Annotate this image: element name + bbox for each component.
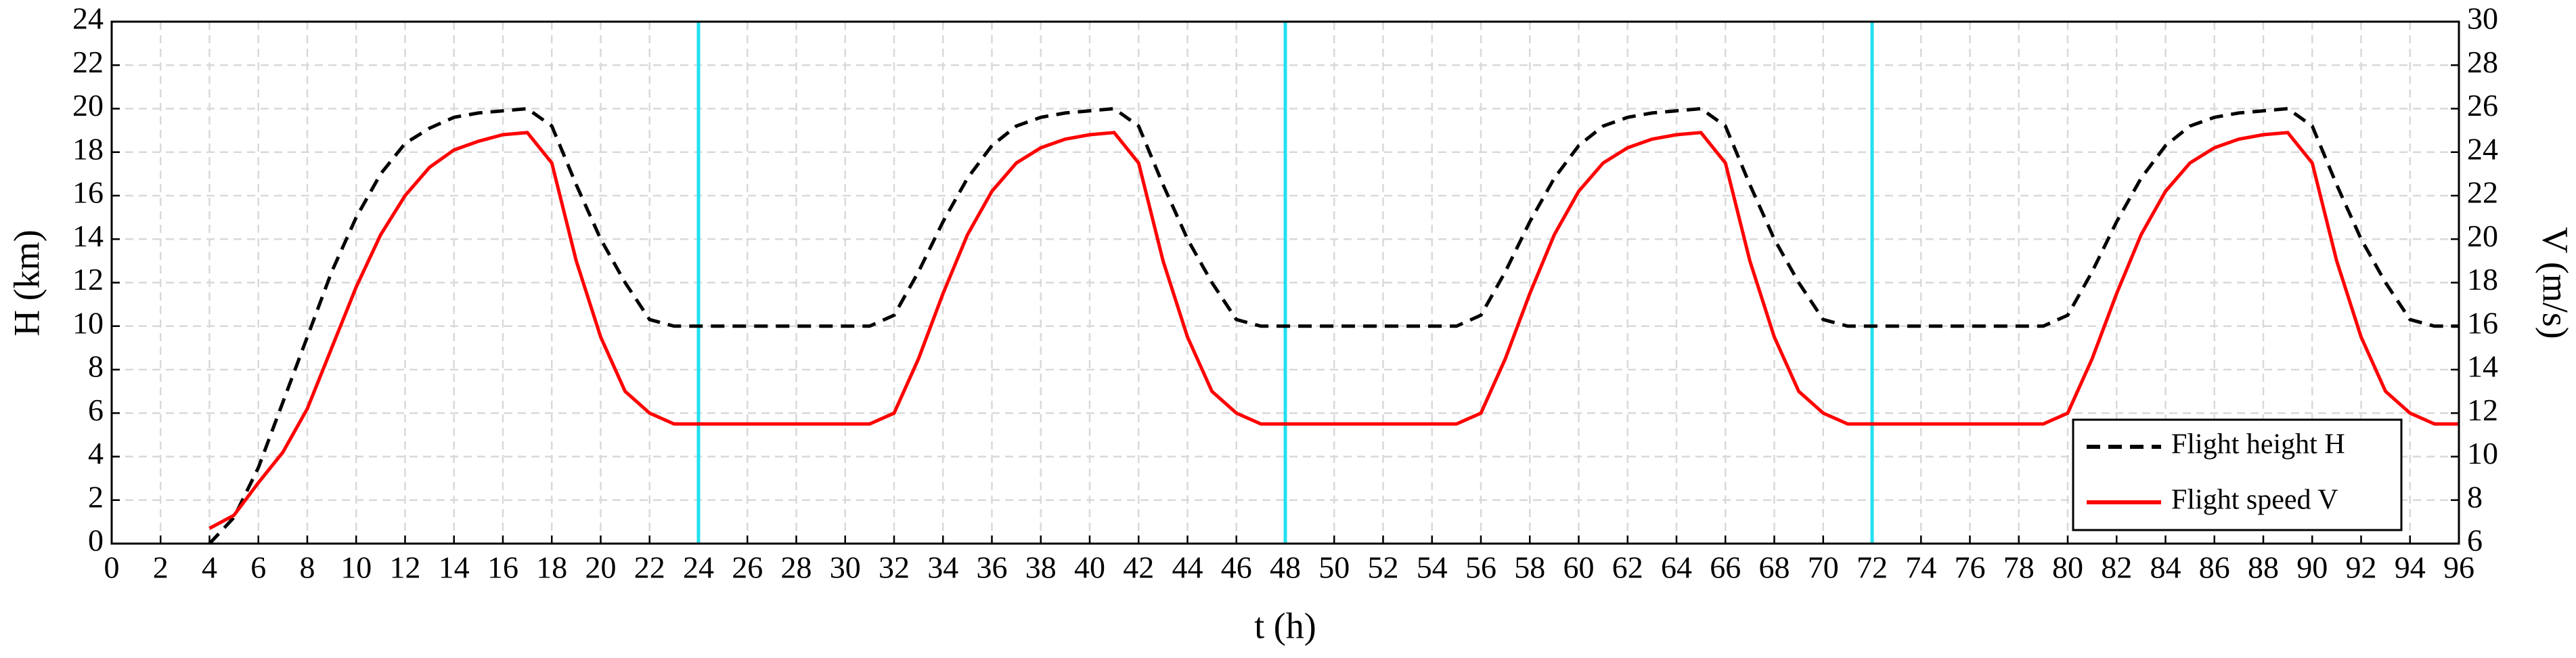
x-tick-label: 50 — [1318, 550, 1350, 585]
x-tick-label: 96 — [2443, 550, 2474, 585]
x-tick-label: 48 — [1270, 550, 1301, 585]
y-tick-label: 6 — [88, 393, 104, 427]
x-tick-label: 18 — [536, 550, 567, 585]
x-tick-label: 56 — [1465, 550, 1496, 585]
x-tick-label: 64 — [1661, 550, 1692, 585]
y2-axis-label: V (m/s) — [2535, 227, 2576, 339]
y-tick-label: 16 — [72, 175, 104, 210]
y-tick-label: 8 — [88, 349, 104, 384]
y-tick-label: 4 — [88, 436, 104, 470]
x-tick-label: 74 — [1905, 550, 1936, 585]
x-tick-label: 40 — [1074, 550, 1105, 585]
x-tick-label: 8 — [300, 550, 315, 585]
y2-tick-label: 14 — [2467, 349, 2498, 384]
x-tick-label: 20 — [585, 550, 617, 585]
y2-tick-label: 30 — [2467, 1, 2498, 36]
x-tick-label: 54 — [1417, 550, 1448, 585]
legend-box — [2072, 418, 2403, 531]
x-tick-label: 92 — [2346, 550, 2377, 585]
x-tick-label: 32 — [879, 550, 910, 585]
y2-tick-label: 6 — [2467, 523, 2483, 558]
x-tick-label: 6 — [250, 550, 266, 585]
x-tick-label: 76 — [1955, 550, 1986, 585]
series-line — [208, 106, 2459, 545]
legend-label: Flight height H — [2171, 429, 2345, 460]
legend-label: Flight speed V — [2171, 485, 2338, 516]
y2-tick-label: 18 — [2467, 262, 2498, 297]
x-tick-label: 36 — [977, 550, 1008, 585]
x-tick-label: 22 — [634, 550, 665, 585]
x-tick-label: 86 — [2199, 550, 2230, 585]
y-tick-label: 2 — [88, 479, 104, 514]
x-tick-label: 52 — [1368, 550, 1399, 585]
y-tick-label: 18 — [72, 131, 104, 166]
x-tick-label: 72 — [1857, 550, 1888, 585]
y2-tick-label: 12 — [2467, 393, 2498, 427]
x-tick-label: 26 — [732, 550, 763, 585]
x-tick-label: 16 — [487, 550, 518, 585]
plot-frame — [110, 20, 2460, 545]
y-tick-label: 10 — [72, 305, 104, 340]
y-axis-label: H (km) — [6, 229, 47, 336]
y2-tick-label: 20 — [2467, 219, 2498, 253]
x-tick-label: 28 — [781, 550, 812, 585]
y2-tick-label: 8 — [2467, 479, 2483, 514]
y-tick-label: 22 — [72, 45, 104, 79]
x-tick-label: 78 — [2003, 550, 2035, 585]
x-tick-label: 38 — [1025, 550, 1057, 585]
y-tick-label: 20 — [72, 88, 104, 123]
y-tick-label: 14 — [72, 219, 104, 253]
x-tick-label: 90 — [2296, 550, 2328, 585]
x-tick-label: 80 — [2052, 550, 2083, 585]
y2-tick-label: 10 — [2467, 436, 2498, 470]
x-tick-label: 12 — [390, 550, 421, 585]
x-tick-label: 0 — [104, 550, 120, 585]
x-tick-label: 24 — [683, 550, 714, 585]
series-line — [208, 131, 2459, 530]
x-tick-label: 82 — [2101, 550, 2132, 585]
x-tick-label: 44 — [1172, 550, 1203, 585]
x-tick-label: 62 — [1612, 550, 1643, 585]
x-axis-label: t (h) — [1254, 605, 1316, 646]
x-tick-label: 30 — [830, 550, 861, 585]
x-tick-label: 46 — [1221, 550, 1252, 585]
y2-tick-label: 28 — [2467, 45, 2498, 79]
y-tick-label: 0 — [88, 523, 104, 558]
x-tick-label: 84 — [2150, 550, 2181, 585]
x-tick-label: 60 — [1563, 550, 1595, 585]
x-tick-label: 58 — [1514, 550, 1545, 585]
x-tick-label: 68 — [1759, 550, 1790, 585]
x-tick-label: 66 — [1710, 550, 1741, 585]
x-tick-label: 88 — [2248, 550, 2279, 585]
x-tick-label: 94 — [2395, 550, 2426, 585]
y-tick-label: 24 — [72, 1, 104, 36]
x-tick-label: 14 — [439, 550, 470, 585]
x-tick-label: 4 — [202, 550, 217, 585]
x-tick-label: 42 — [1123, 550, 1154, 585]
y2-tick-label: 26 — [2467, 88, 2498, 123]
x-tick-label: 10 — [340, 550, 372, 585]
x-tick-label: 70 — [1808, 550, 1839, 585]
y2-tick-label: 22 — [2467, 175, 2498, 210]
y-tick-label: 12 — [72, 262, 104, 297]
x-tick-label: 2 — [153, 550, 169, 585]
x-tick-label: 34 — [927, 550, 958, 585]
y2-tick-label: 24 — [2467, 131, 2498, 166]
y2-tick-label: 16 — [2467, 305, 2498, 340]
